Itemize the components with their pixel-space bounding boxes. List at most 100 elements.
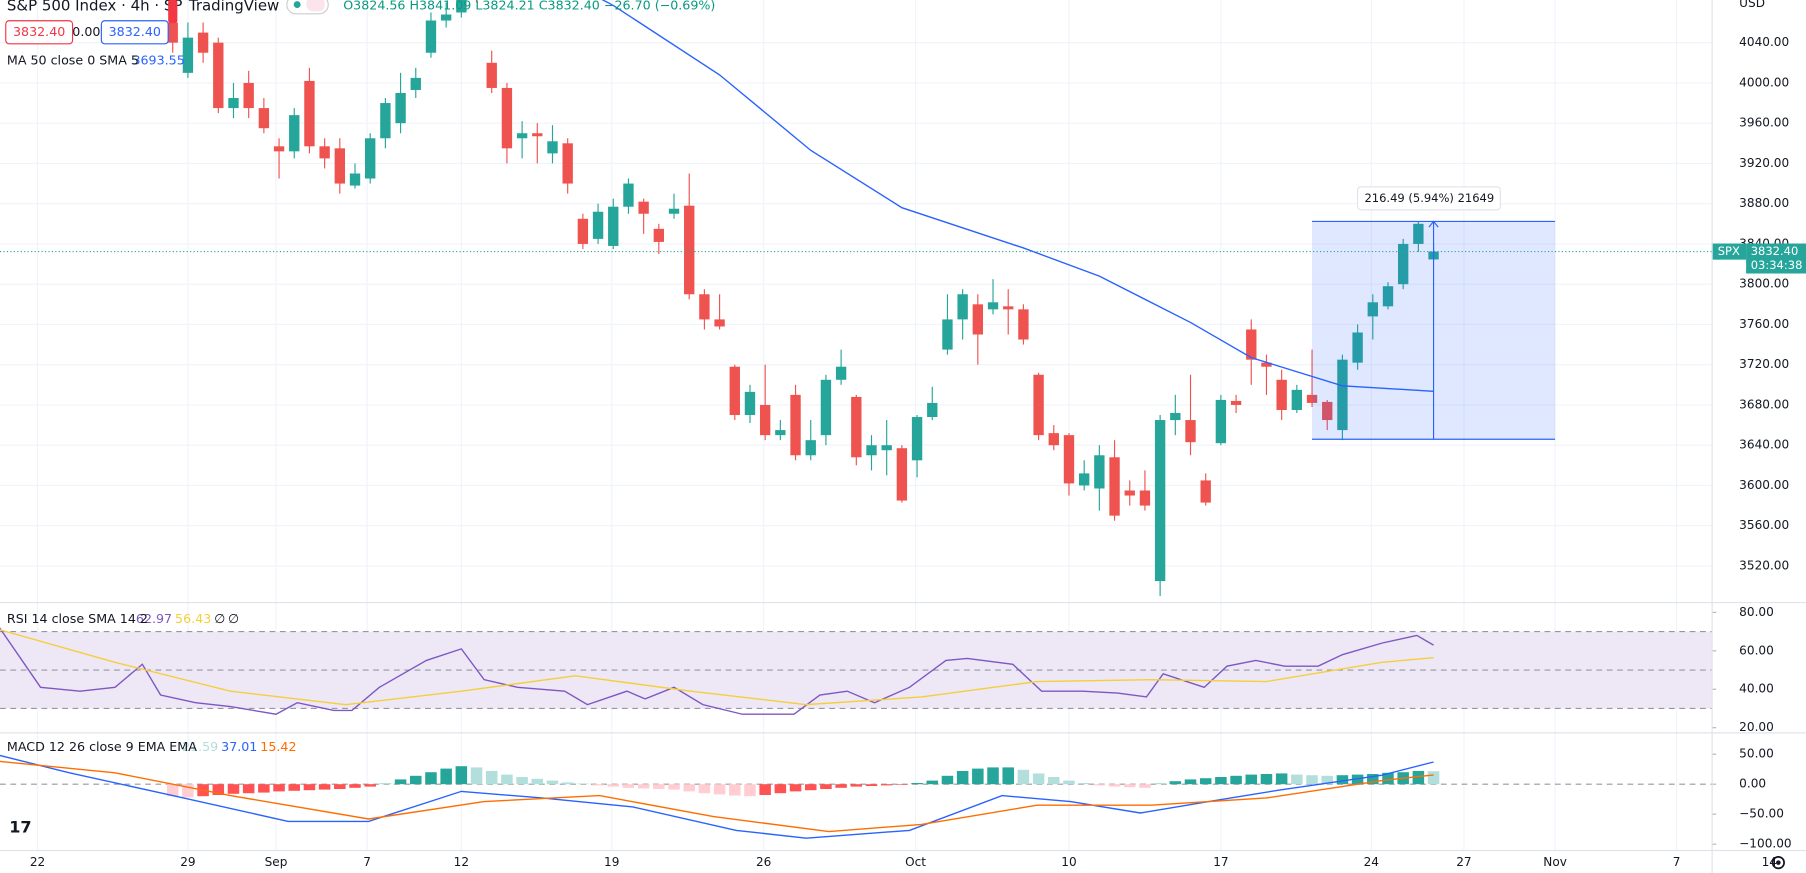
x-tick-label: Nov — [1543, 855, 1567, 869]
histogram-bar — [288, 784, 301, 791]
candle-body — [851, 396, 862, 458]
histogram-bar — [1093, 784, 1106, 786]
candle-body — [349, 173, 361, 186]
histogram-bar — [592, 784, 604, 786]
histogram-bar — [182, 784, 194, 798]
candle-body — [790, 394, 801, 456]
candle-body — [440, 14, 452, 21]
candle-body — [395, 92, 406, 124]
y-tick-label: 3880.00 — [1739, 196, 1789, 210]
y-tick-label: 3640.00 — [1739, 438, 1789, 452]
candle-body — [623, 183, 634, 207]
histogram-bar — [668, 784, 680, 790]
histogram-bar — [531, 778, 544, 785]
histogram-bar — [1427, 771, 1440, 785]
histogram-bar — [410, 775, 422, 785]
candle-body — [987, 302, 999, 310]
histogram-bar — [713, 784, 726, 795]
svg-text:17: 17 — [9, 818, 31, 837]
histogram-bar — [637, 784, 650, 789]
candle-body — [1033, 374, 1044, 436]
macd-line — [0, 760, 1434, 833]
histogram-bar — [577, 783, 589, 785]
measure-arrowhead — [1428, 220, 1439, 228]
x-tick-label: 12 — [454, 855, 469, 869]
histogram-bar — [425, 772, 437, 785]
y-tick-label: 4000.00 — [1739, 75, 1789, 89]
y-tick-label: 40.00 — [1739, 682, 1774, 696]
legend-value: 21.59 — [182, 739, 218, 754]
candle-body — [668, 208, 680, 214]
candle-body — [1170, 412, 1181, 421]
sell-button[interactable] — [5, 20, 74, 45]
y-tick-label: 3560.00 — [1739, 518, 1789, 532]
histogram-bar — [379, 783, 392, 785]
flag-icon — [168, 0, 178, 24]
histogram-bar — [1367, 774, 1379, 785]
histogram-bar — [1230, 775, 1242, 785]
histogram-bar — [1245, 774, 1258, 785]
candle-body — [273, 146, 285, 152]
histogram-bar — [789, 784, 802, 792]
histogram-bar — [212, 784, 225, 795]
candle-body — [775, 430, 786, 436]
histogram-bar — [394, 779, 407, 785]
histogram-bar — [318, 784, 331, 790]
y-tick-label: 4040.00 — [1739, 35, 1789, 49]
y-tick-label: 60.00 — [1739, 643, 1774, 657]
histogram-bar — [850, 784, 863, 787]
histogram-bar — [774, 784, 787, 794]
candle-body — [167, 22, 178, 43]
candle-body — [258, 108, 270, 129]
candle-body — [653, 228, 665, 242]
countdown: 03:34:38 — [1751, 258, 1803, 272]
y-tick-label: 3680.00 — [1739, 397, 1789, 411]
histogram-bar — [759, 784, 771, 795]
candle-body — [805, 440, 816, 456]
candle-body — [197, 32, 209, 53]
candle-body — [1048, 433, 1059, 446]
candle-body — [927, 402, 938, 418]
y-tick-label: 3760.00 — [1739, 317, 1789, 331]
y-tick-label: 3920.00 — [1739, 156, 1789, 170]
histogram-bar — [941, 775, 954, 785]
candle-body — [1018, 309, 1029, 340]
candle-body — [380, 103, 391, 139]
buy-button[interactable] — [100, 20, 169, 45]
histogram-bar — [744, 784, 756, 797]
y-tick-label: 3520.00 — [1739, 558, 1789, 572]
indicator-line — [0, 629, 1434, 706]
legend-value: ∅ — [214, 611, 225, 626]
histogram-bar — [607, 784, 620, 787]
candle-body — [729, 366, 740, 416]
candle-body — [1246, 329, 1257, 360]
candle-body — [1215, 399, 1227, 444]
candle-body — [1413, 223, 1424, 244]
candle-body — [1094, 455, 1105, 489]
last-price-box — [1746, 243, 1806, 274]
histogram-bar — [1306, 775, 1318, 785]
candle-body — [820, 379, 832, 436]
candle-body — [1185, 420, 1196, 443]
y-tick-label: −50.00 — [1739, 807, 1784, 821]
histogram-bar — [1215, 777, 1227, 785]
candle-body — [410, 77, 421, 90]
candle-body — [638, 201, 649, 214]
y-tick-label: 20.00 — [1739, 720, 1774, 734]
histogram-bar — [972, 768, 984, 785]
histogram-bar — [334, 784, 346, 789]
settings-gear[interactable] — [1771, 855, 1785, 870]
x-tick-label: 24 — [1364, 855, 1380, 869]
candle-body — [1078, 473, 1090, 486]
histogram-bar — [1260, 774, 1273, 785]
candle-body — [289, 115, 300, 152]
indicator-line — [0, 627, 1434, 715]
histogram-bar — [926, 780, 939, 785]
candle-body — [744, 391, 756, 416]
histogram-bar — [1321, 775, 1333, 785]
candle-body — [972, 304, 984, 335]
x-tick-label: 19 — [604, 855, 619, 869]
symbol-title: S&P 500 Index · 4h · SP — [7, 0, 182, 14]
candle-body — [1367, 302, 1378, 317]
candle-body — [516, 133, 528, 139]
